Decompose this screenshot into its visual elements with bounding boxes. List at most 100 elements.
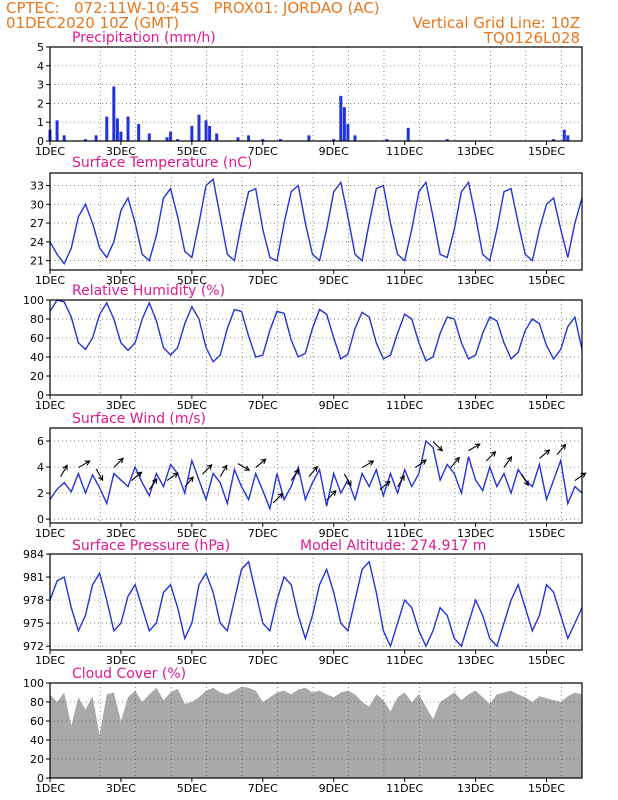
press-title: Surface Pressure (hPa) xyxy=(72,538,230,554)
y-tick-label: 5 xyxy=(37,41,44,54)
precip-bar xyxy=(137,124,141,141)
wind-arrow xyxy=(539,449,550,459)
precip-bar xyxy=(197,114,201,141)
wind-arrow xyxy=(343,473,352,486)
wind-arrow xyxy=(78,460,90,469)
x-tick-label: 13DEC xyxy=(457,527,494,540)
wind-arrow xyxy=(326,490,337,501)
y-tick-label: 0 xyxy=(37,389,44,402)
wind-arrow xyxy=(450,457,460,468)
cloud-title: Cloud Cover (%) xyxy=(72,666,186,682)
wind-arrow-head xyxy=(474,443,481,449)
wind-arrow xyxy=(184,476,194,488)
x-tick-label: 15DEC xyxy=(528,527,565,540)
precip-bar xyxy=(204,120,208,141)
wind-arrow-head xyxy=(368,460,375,466)
wind-arrow xyxy=(397,475,405,488)
y-tick-label: 4 xyxy=(37,461,44,474)
wind-arrow-head xyxy=(244,465,251,471)
y-tick-label: 981 xyxy=(23,571,44,584)
wind-arrow-head xyxy=(188,476,194,483)
temp-title: Surface Temperature (nC) xyxy=(72,155,253,171)
x-tick-label: 7DEC xyxy=(248,527,278,540)
wind-arrow xyxy=(95,468,104,481)
wind-arrow-head xyxy=(346,480,352,487)
x-tick-label: 7DEC xyxy=(248,274,278,287)
precip-bar xyxy=(176,139,180,141)
precip-bar xyxy=(126,116,130,141)
y-tick-label: 100 xyxy=(23,294,44,307)
wind-arrow-head xyxy=(454,456,460,463)
x-tick-label: 3DEC xyxy=(106,399,136,412)
x-tick-label: 13DEC xyxy=(457,145,494,158)
x-tick-label: 7DEC xyxy=(248,145,278,158)
y-tick-label: 80 xyxy=(30,313,44,326)
precip-bar xyxy=(247,135,251,141)
press-line xyxy=(49,560,583,649)
wind-arrow-head xyxy=(437,445,444,452)
y-tick-label: 100 xyxy=(23,677,44,690)
y-tick-label: 978 xyxy=(23,594,44,607)
x-tick-label: 1DEC xyxy=(35,654,65,667)
x-tick-label: 5DEC xyxy=(177,274,207,287)
wind-title: Surface Wind (m/s) xyxy=(72,411,206,427)
wind-arrow-head xyxy=(560,443,567,450)
precip-bar xyxy=(105,116,109,141)
x-tick-label: 13DEC xyxy=(457,782,494,795)
wind-arrow-head xyxy=(506,455,513,462)
precip-bar xyxy=(62,135,66,141)
cloud-frame xyxy=(49,682,583,779)
x-tick-label: 11DEC xyxy=(386,145,423,158)
y-tick-label: 4 xyxy=(37,60,44,73)
wind-arrow xyxy=(273,493,284,504)
x-tick-label: 9DEC xyxy=(319,399,349,412)
x-tick-label: 5DEC xyxy=(177,782,207,795)
y-tick-label: 6 xyxy=(37,435,44,448)
x-tick-label: 13DEC xyxy=(457,654,494,667)
wind-arrow-head xyxy=(544,449,551,455)
precip-bar xyxy=(346,124,350,141)
wind-arrow xyxy=(308,466,318,478)
y-tick-label: 20 xyxy=(30,753,44,766)
y-tick-label: 3 xyxy=(37,79,44,92)
x-tick-label: 5DEC xyxy=(177,654,207,667)
wind-arrow-head xyxy=(523,480,529,487)
x-tick-label: 11DEC xyxy=(386,782,423,795)
x-tick-label: 15DEC xyxy=(528,145,565,158)
wind-arrow xyxy=(468,443,481,452)
x-tick-label: 5DEC xyxy=(177,527,207,540)
wind-arrow-head xyxy=(62,464,68,471)
wind-arrow xyxy=(148,478,158,490)
precip-bar xyxy=(83,139,87,141)
wind-arrow-head xyxy=(384,480,391,487)
y-tick-label: 40 xyxy=(30,351,44,364)
wind-arrow-head xyxy=(206,464,213,470)
wind-arrow xyxy=(432,441,443,452)
wind-line xyxy=(49,439,583,512)
x-tick-label: 11DEC xyxy=(386,399,423,412)
wind-arrow xyxy=(556,444,566,455)
y-tick-label: 2 xyxy=(37,97,44,110)
precip-bar xyxy=(119,131,123,141)
precip-bar xyxy=(339,95,343,141)
wind-arrow xyxy=(521,473,529,486)
x-tick-label: 1DEC xyxy=(35,782,65,795)
y-tick-label: 0 xyxy=(37,513,44,526)
precip-bar xyxy=(353,135,357,141)
precip-bar xyxy=(94,135,98,141)
wind-arrow xyxy=(379,480,391,491)
x-tick-label: 1DEC xyxy=(35,274,65,287)
y-tick-label: 27 xyxy=(30,217,44,230)
precip-bar xyxy=(112,86,116,141)
precip-bar xyxy=(332,139,336,141)
wind-arrow-head xyxy=(420,459,427,465)
y-tick-label: 0 xyxy=(37,135,44,148)
rh-frame xyxy=(49,299,583,396)
temp-line xyxy=(49,177,583,266)
wind-arrow xyxy=(60,465,68,477)
x-tick-label: 3DEC xyxy=(106,527,136,540)
x-tick-label: 1DEC xyxy=(35,527,65,540)
wind-arrow xyxy=(113,457,124,468)
wind-arrow-head xyxy=(172,472,179,478)
wind-arrow xyxy=(255,458,267,468)
